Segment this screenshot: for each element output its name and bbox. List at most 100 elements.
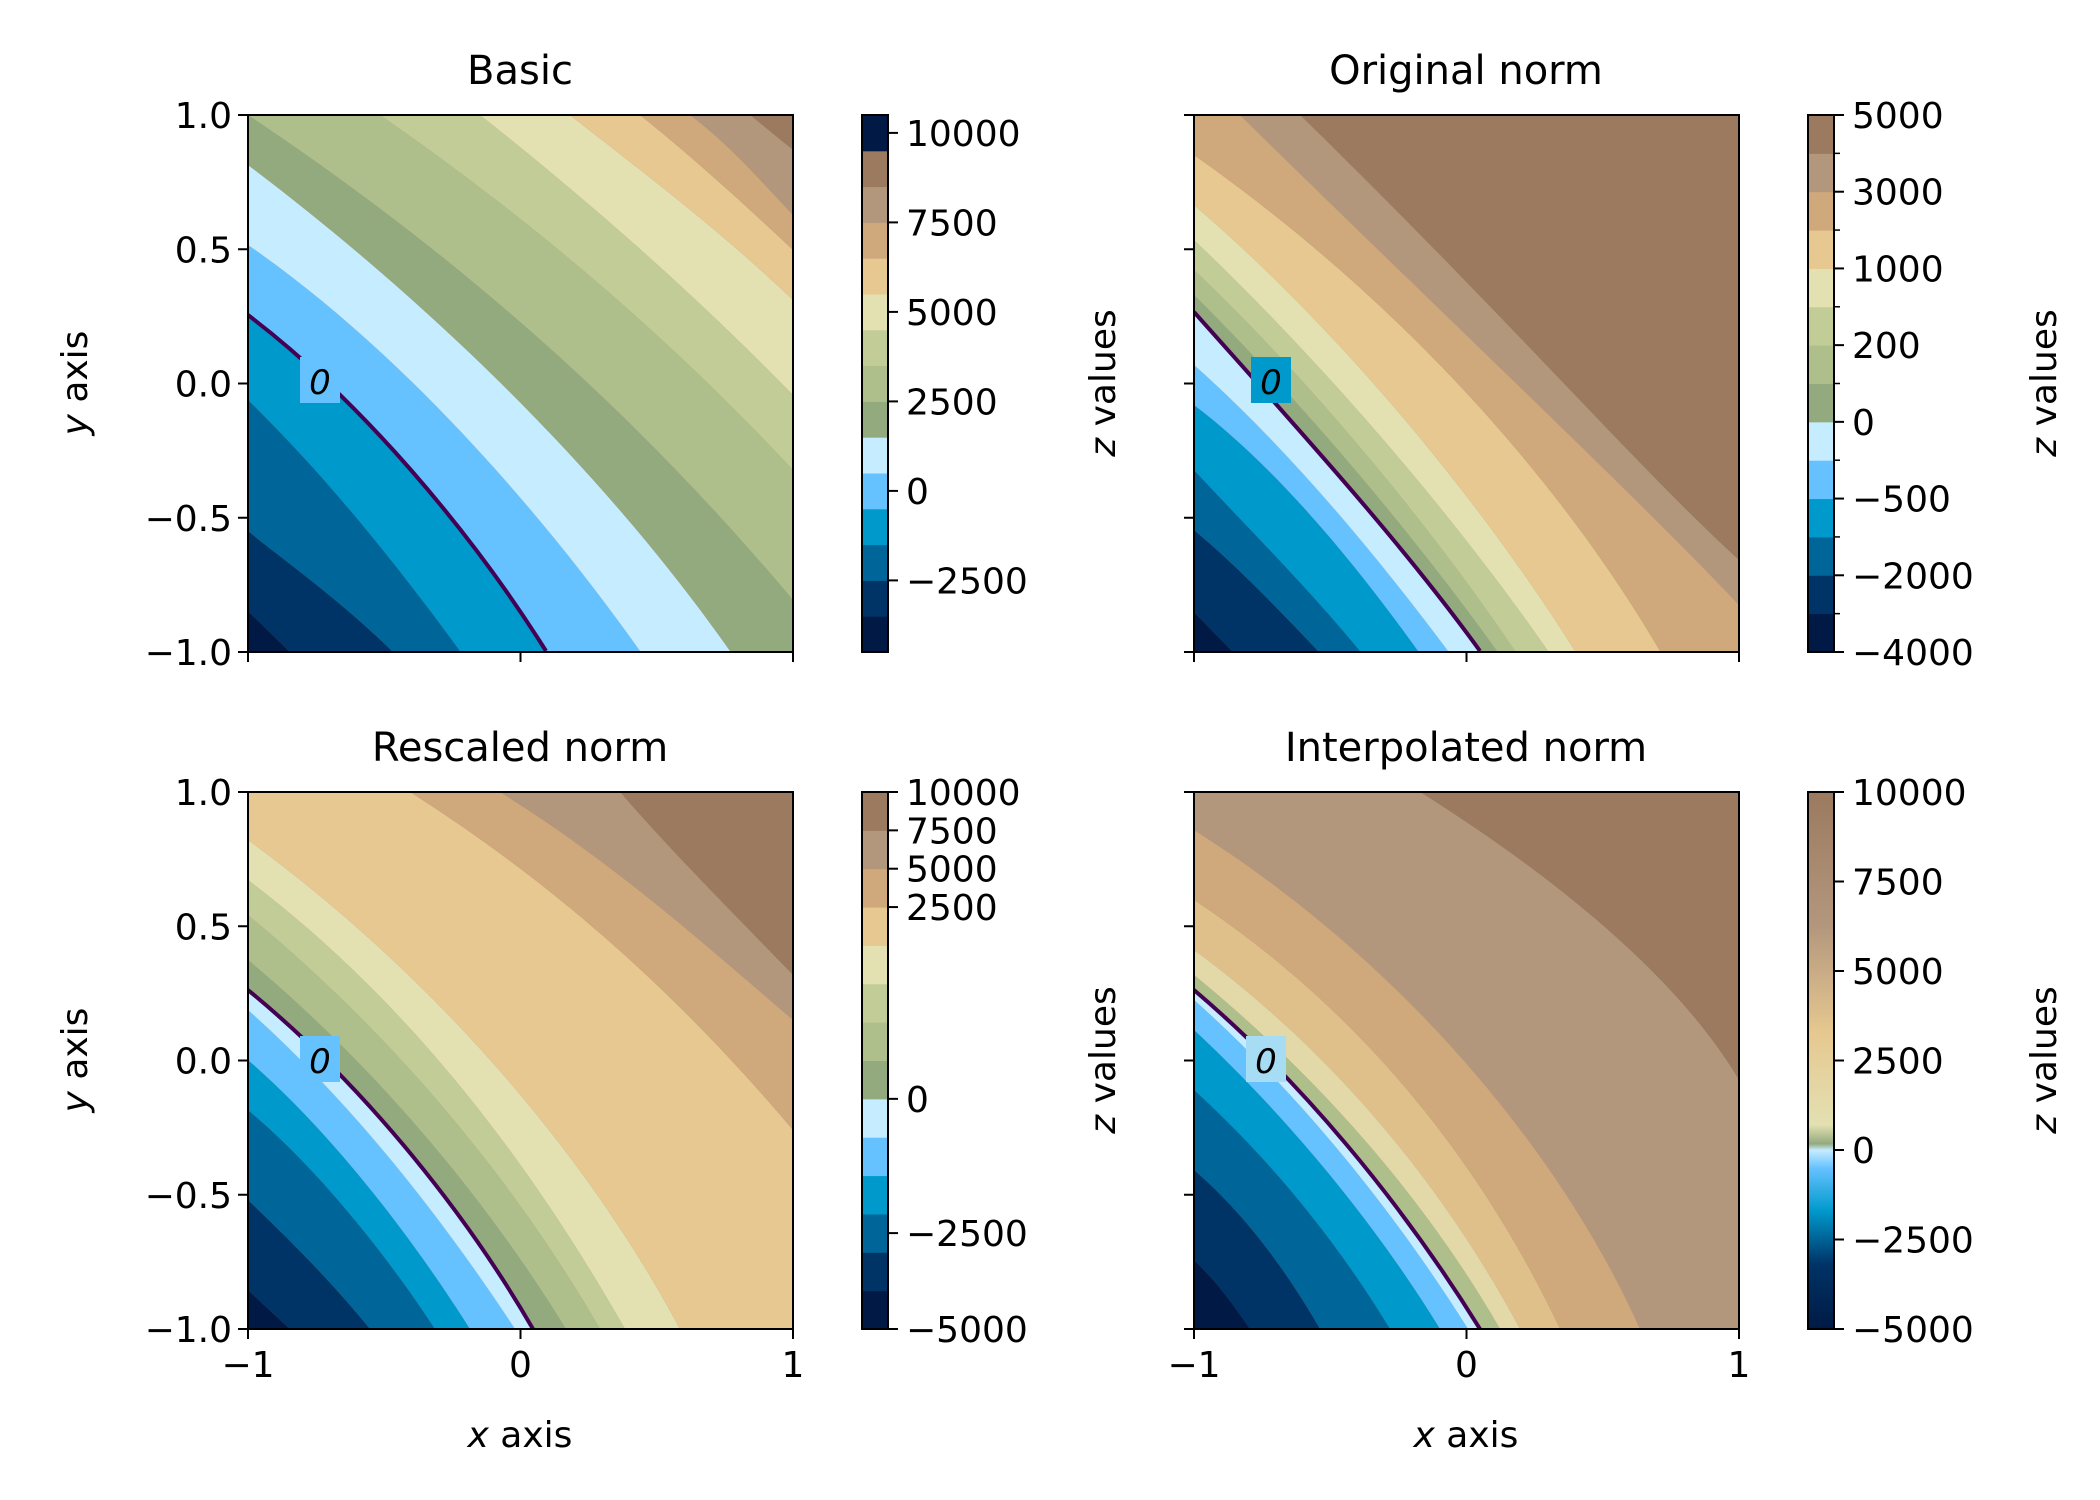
heatmap-field xyxy=(248,115,793,652)
colorbar-segment xyxy=(862,437,888,474)
x-axis-label: x axis xyxy=(467,1415,573,1456)
colorbar-tick-label: 0 xyxy=(906,472,929,513)
zero-contour-line xyxy=(248,988,535,1329)
x-tick-label: 0 xyxy=(509,1345,532,1386)
colorbar-tick-label: 7500 xyxy=(906,811,998,852)
panel-title: Original norm xyxy=(1329,48,1603,94)
panel-basic: 0 −1.0 −0.5 0.0 0.5 1.0 Basic y axis 10000 75… xyxy=(55,48,1124,674)
colorbar-segment xyxy=(1808,268,1834,308)
x-tick-label: 1 xyxy=(782,1345,805,1386)
colorbar-tick-label: −2500 xyxy=(906,561,1028,602)
colorbar: 10000 7500 5000 2500 0 −2500 −5000 xyxy=(1807,773,1974,1351)
colorbar-segment xyxy=(1808,230,1834,269)
colorbar-segment xyxy=(862,150,888,188)
colorbar-tick-label: −4000 xyxy=(1852,633,1974,674)
colorbar-segment xyxy=(862,258,888,295)
contour-label: 0 xyxy=(300,357,340,403)
y-axis-label: y axis xyxy=(55,1008,96,1114)
y-tick-label: 0.0 xyxy=(175,365,232,406)
contour-label: 0 xyxy=(1246,1036,1286,1082)
colorbar-segment xyxy=(862,186,888,223)
contour-label-zero: 0 xyxy=(1255,1042,1277,1082)
colorbar-segment xyxy=(1808,613,1834,653)
panel-title: Rescaled norm xyxy=(372,725,668,771)
contour-label-gap xyxy=(1246,1036,1286,1082)
contour-label-zero: 0 xyxy=(309,1042,331,1082)
colorbar-tick-label: 200 xyxy=(1852,326,1921,367)
x-tick-label: −1 xyxy=(1167,1345,1220,1386)
colorbar-tick-label: 10000 xyxy=(1852,773,1967,814)
colorbar-segment xyxy=(862,473,888,510)
contour-label-gap xyxy=(300,1036,340,1082)
colorbar-segment xyxy=(862,616,888,653)
x-axis-label: x axis xyxy=(1413,1415,1519,1456)
colorbar-tick-label: 1000 xyxy=(1852,249,1944,290)
colorbar-segment xyxy=(1808,115,1834,154)
colorbar-segment xyxy=(1808,498,1834,538)
colorbar-tick-label: −5000 xyxy=(1852,1310,1974,1351)
colorbar-segment xyxy=(862,294,888,331)
colorbar-frame xyxy=(861,791,889,1330)
colorbar-tick-label: 5000 xyxy=(906,850,998,891)
colorbar-segment xyxy=(862,907,888,946)
colorbar-segment xyxy=(862,1290,888,1330)
colorbar-segment xyxy=(862,115,888,152)
colorbar-tick-label: 7500 xyxy=(906,203,998,244)
colorbar-tick-label: 3000 xyxy=(1852,173,1944,214)
y-axis-label: y axis xyxy=(55,331,96,437)
colorbar-tick-label: 0 xyxy=(1852,403,1875,444)
colorbar: 10000 7500 5000 2500 0 −2500 xyxy=(861,114,1028,653)
colorbar-segment xyxy=(1808,345,1834,384)
heatmap-field xyxy=(1194,792,1739,1329)
colorbar-tick-label: 10000 xyxy=(906,773,1021,814)
zero-contour-line xyxy=(1194,988,1482,1329)
colorbar-tick-label: −500 xyxy=(1852,480,1951,521)
colorbar-tick-label: 7500 xyxy=(1852,863,1944,904)
colorbar-segment xyxy=(862,580,888,617)
colorbar-segment xyxy=(1808,383,1834,423)
y-axis xyxy=(1184,791,1194,1330)
colorbar-segment xyxy=(1808,191,1834,231)
y-tick-label: 0.0 xyxy=(175,1042,232,1083)
colorbar-tick-label: 5000 xyxy=(1852,96,1944,137)
colorbar-tick-label: 5000 xyxy=(906,293,998,334)
colorbar-label: z values xyxy=(2024,986,2065,1134)
x-axis: −1 0 1 xyxy=(221,1329,804,1386)
panel-rescaled-norm: 0 −1 0 1 −1.0 −0.5 0.0 0.5 1.0 Rescaled norm x… xyxy=(55,725,1124,1456)
colorbar-tick-label: 5000 xyxy=(1852,952,1944,993)
colorbar-segment xyxy=(862,1213,888,1253)
x-axis: −1 0 1 xyxy=(1167,1329,1750,1386)
colorbar-segment xyxy=(862,1060,888,1100)
y-tick-label: −1.0 xyxy=(145,633,232,674)
zero-contour-line xyxy=(248,313,548,652)
panel-interpolated-norm: 0 −1 0 1 Interpolated norm x axis 10000 750… xyxy=(1167,725,2065,1456)
colorbar-segment xyxy=(862,508,888,546)
colorbar-segment xyxy=(862,1098,888,1138)
colorbar-segment xyxy=(862,365,888,402)
colorbar-label: z values xyxy=(2024,309,2065,457)
colorbar-label: z values xyxy=(1083,309,1124,457)
colorbar-tick-label: 2500 xyxy=(1852,1042,1944,1083)
colorbar-frame xyxy=(861,114,889,653)
colorbar-segment xyxy=(862,1252,888,1292)
y-tick-label: 1.0 xyxy=(175,773,232,814)
panel-original-norm: 0 Original norm 5000 3000 1000 200 0 −500 −200… xyxy=(1184,48,2065,674)
colorbar-segment xyxy=(862,544,888,581)
contour-label: 0 xyxy=(300,1036,340,1082)
y-tick-label: −0.5 xyxy=(145,1176,232,1217)
colorbar-tick-label: 2500 xyxy=(906,382,998,423)
panel-title: Basic xyxy=(467,48,573,94)
x-axis xyxy=(1193,652,1740,662)
colorbar-tick-label: −5000 xyxy=(906,1310,1028,1351)
y-tick-label: −1.0 xyxy=(145,1310,232,1351)
colorbar-segment xyxy=(1808,421,1834,461)
colorbar-segment xyxy=(862,983,888,1023)
colorbar-segment xyxy=(862,945,888,985)
colorbar-tick-label: −2000 xyxy=(1852,556,1974,597)
colorbar-label: z values xyxy=(1083,986,1124,1134)
y-tick-label: 0.5 xyxy=(175,907,232,948)
colorbar-segment xyxy=(862,1022,888,1061)
y-tick-label: −0.5 xyxy=(145,499,232,540)
y-axis: −1.0 −0.5 0.0 0.5 1.0 xyxy=(145,773,248,1351)
